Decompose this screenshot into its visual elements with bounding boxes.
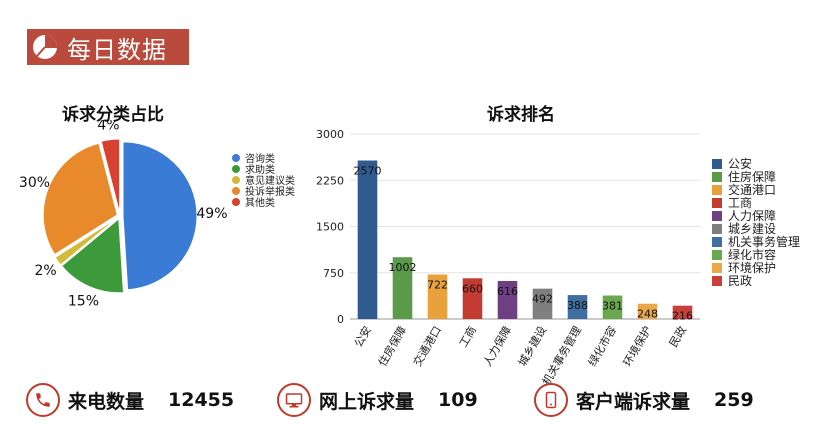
legend-marker — [712, 198, 722, 208]
stat-online: 网上诉求量 109 — [277, 380, 478, 420]
bar-value-label: 248 — [637, 308, 658, 321]
bar-value-label: 660 — [462, 282, 483, 295]
phone-icon — [26, 383, 60, 417]
legend-label: 投诉举报类 — [245, 185, 295, 198]
x-tick-label: 民政 — [666, 324, 689, 350]
stat-label: 客户端诉求量 — [576, 390, 691, 413]
x-tick-label: 交通港口 — [410, 324, 444, 369]
legend-marker — [712, 224, 722, 234]
pie-chart: 49% 咨询类 15% 求助类 2% 意见建议类 30% 投诉举报类 4% 其他类 — [20, 120, 295, 309]
bar-value-label: 381 — [602, 300, 623, 313]
legend-label: 意见建议类 — [245, 174, 295, 187]
stat-client: 客户端诉求量 259 — [534, 380, 754, 420]
legend-label: 城乡建设 — [728, 222, 776, 236]
bar — [637, 303, 658, 319]
legend-label: 求助类 — [245, 163, 275, 176]
legend-label: 民政 — [728, 274, 752, 288]
y-tick-label: 2250 — [316, 174, 344, 187]
pie-slice — [54, 217, 118, 266]
bar — [357, 160, 378, 319]
bar-value-label: 722 — [427, 278, 448, 291]
bar — [392, 257, 413, 319]
pie-slice — [61, 217, 124, 294]
bar-value-label: 216 — [672, 310, 693, 323]
stat-value: 109 — [438, 389, 478, 411]
mobile-icon — [534, 383, 568, 417]
legend-label: 绿化市容 — [728, 247, 776, 262]
bar-value-label: 2570 — [354, 165, 382, 178]
y-tick-label: 750 — [323, 267, 344, 280]
legend-label: 公安 — [728, 156, 752, 171]
legend-marker — [712, 185, 722, 195]
y-tick-label: 0 — [337, 313, 344, 326]
pie-value-label: 2% — [34, 263, 56, 279]
legend-marker — [712, 159, 722, 169]
x-tick-label: 人力保障 — [480, 324, 514, 369]
legend-marker — [232, 187, 240, 195]
stats-bar: 来电数量 12455 网上诉求量 109 客户端诉求量 259 — [0, 380, 816, 420]
bar — [567, 295, 588, 319]
pie-value-label: 49% — [196, 206, 227, 222]
bar-chart: 07501500225030002570公安公安1002住房保障住房保障722交… — [316, 128, 800, 388]
legend-label: 咨询类 — [245, 152, 275, 165]
legend-marker — [712, 263, 722, 273]
pie-value-label: 30% — [20, 175, 50, 191]
x-tick-label: 绿化市容 — [585, 324, 619, 369]
bar — [602, 295, 623, 319]
legend-marker — [712, 211, 722, 221]
pie-chart-icon — [27, 29, 63, 65]
legend-marker — [232, 154, 240, 162]
x-tick-label: 公安 — [351, 324, 374, 350]
legend-label: 交通港口 — [728, 182, 776, 197]
stat-value: 12455 — [168, 389, 235, 411]
legend-marker — [232, 176, 240, 184]
x-tick-label: 住房保障 — [375, 324, 409, 369]
stat-label: 网上诉求量 — [319, 390, 415, 413]
pie-value-label: 15% — [68, 293, 99, 309]
pie-slice — [42, 142, 118, 256]
stat-value: 259 — [714, 389, 754, 411]
stat-calls: 来电数量 12455 — [26, 380, 234, 420]
pie-chart-title: 诉求分类占比 — [62, 105, 164, 125]
bar-value-label: 616 — [497, 285, 518, 298]
legend-label: 机关事务管理 — [728, 234, 800, 249]
daily-data-header: 每日数据 — [27, 29, 189, 65]
page-title: 每日数据 — [67, 35, 167, 64]
bar — [532, 288, 553, 319]
x-tick-label: 工商 — [456, 324, 479, 350]
legend-label: 工商 — [728, 195, 752, 210]
bar-chart-title: 诉求排名 — [487, 105, 555, 125]
legend-label: 住房保障 — [728, 169, 776, 184]
legend-marker — [232, 198, 240, 206]
legend-marker — [712, 250, 722, 260]
y-tick-label: 1500 — [316, 221, 344, 234]
bar — [427, 274, 448, 319]
legend-label: 其他类 — [245, 196, 275, 209]
legend-label: 人力保障 — [728, 208, 776, 223]
bar-value-label: 1002 — [389, 261, 417, 274]
legend-marker — [232, 165, 240, 173]
legend-marker — [712, 237, 722, 247]
stat-label: 来电数量 — [68, 390, 145, 413]
computer-icon — [277, 383, 311, 417]
legend-marker — [712, 172, 722, 182]
bar-value-label: 492 — [532, 293, 553, 306]
bar-value-label: 388 — [567, 299, 588, 312]
bar — [672, 305, 693, 319]
legend-label: 环境保护 — [728, 260, 776, 275]
y-tick-label: 3000 — [316, 128, 344, 141]
pie-slice — [100, 138, 121, 214]
pie-slice — [122, 141, 198, 291]
x-tick-label: 环境保护 — [620, 324, 654, 369]
legend-marker — [712, 276, 722, 286]
bar — [497, 281, 518, 319]
x-tick-label: 城乡建设 — [515, 324, 549, 369]
bar — [462, 278, 483, 319]
pie-value-label: 4% — [97, 120, 119, 134]
